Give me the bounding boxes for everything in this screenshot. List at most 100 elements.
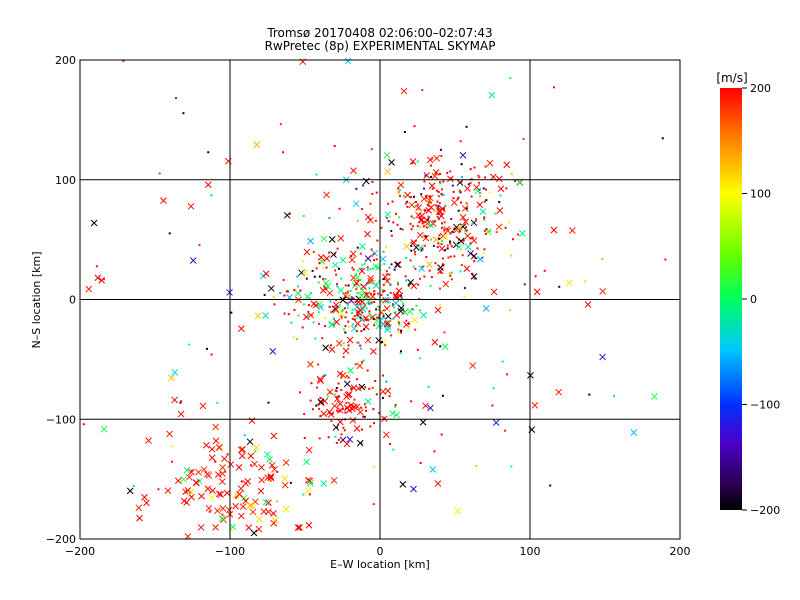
scatter-dot: [299, 391, 302, 394]
scatter-dot: [356, 330, 359, 333]
scatter-cross: [200, 466, 208, 473]
scatter-cross: [432, 236, 440, 243]
scatter-dot: [442, 207, 445, 210]
scatter-cross: [384, 312, 392, 320]
scatter-dot: [443, 331, 446, 334]
scatter-cross: [417, 216, 425, 224]
scatter-cross: [184, 533, 192, 540]
scatter-dot: [440, 188, 443, 191]
scatter-dot: [388, 266, 391, 269]
scatter-dot: [439, 345, 442, 348]
scatter-cross: [174, 477, 182, 485]
scatter-cross: [415, 204, 422, 212]
scatter-dot: [360, 267, 363, 270]
scatter-dot: [424, 209, 427, 212]
scatter-cross: [164, 487, 172, 495]
scatter-dot: [482, 187, 485, 190]
scatter-dot: [279, 292, 282, 295]
scatter-cross: [550, 226, 558, 234]
scatter-dot: [485, 228, 488, 231]
scatter-dot: [318, 407, 321, 410]
scatter-cross: [254, 312, 262, 320]
scatter-cross: [227, 461, 235, 468]
scatter-cross: [464, 232, 472, 240]
scatter-dot: [440, 154, 443, 157]
scatter-cross: [495, 223, 503, 231]
scatter-dot: [446, 247, 449, 250]
scatter-dot: [318, 322, 321, 325]
scatter-dot: [438, 207, 441, 210]
scatter-cross: [370, 347, 377, 355]
scatter-cross: [253, 444, 260, 452]
scatter-dot: [361, 310, 364, 313]
scatter-dot: [427, 215, 430, 218]
scatter-cross: [518, 229, 526, 237]
scatter-dot: [366, 318, 369, 321]
scatter-dot: [472, 236, 475, 239]
scatter-cross: [336, 400, 344, 408]
scatter-dot: [436, 246, 439, 249]
scatter-cross: [533, 288, 541, 296]
scatter-cross: [212, 523, 219, 531]
scatter-dot: [338, 207, 341, 210]
scatter-cross: [486, 159, 494, 167]
scatter-dot: [377, 292, 380, 295]
scatter-dot: [504, 429, 507, 432]
scatter-dot: [157, 488, 160, 491]
scatter-cross: [476, 201, 484, 209]
scatter-dot: [421, 89, 424, 92]
scatter-dot: [330, 311, 333, 314]
scatter-cross: [98, 277, 106, 284]
scatter-dot: [313, 275, 316, 278]
scatter-dot: [372, 465, 375, 468]
scatter-dot: [385, 380, 388, 383]
scatter-dot: [430, 157, 433, 160]
scatter-dot: [340, 389, 343, 392]
scatter-dot: [399, 350, 402, 353]
colorbar-tick-label: −200: [750, 504, 780, 517]
scatter-dot: [340, 316, 343, 319]
scatter-dot: [474, 218, 477, 221]
scatter-dot: [368, 387, 371, 390]
scatter-dot: [394, 405, 397, 408]
scatter-dot: [328, 305, 331, 308]
scatter-dot: [369, 202, 372, 205]
scatter-cross: [555, 388, 563, 396]
scatter-cross: [342, 347, 350, 355]
scatter-dot: [372, 293, 375, 296]
scatter-dot: [388, 273, 391, 276]
scatter-dot: [355, 288, 358, 291]
scatter-cross: [90, 219, 98, 227]
scatter-dot: [210, 194, 213, 197]
scatter-dot: [356, 314, 359, 317]
scatter-cross: [416, 231, 424, 239]
scatter-cross: [470, 252, 478, 260]
scatter-cross: [359, 305, 367, 313]
scatter-dot: [269, 480, 272, 483]
scatter-dot: [307, 310, 310, 313]
scatter-dot: [402, 194, 405, 197]
scatter-cross: [208, 494, 216, 502]
scatter-dot: [297, 285, 300, 288]
scatter-cross: [461, 205, 469, 212]
scatter-dot: [415, 304, 418, 307]
scatter-dot: [523, 283, 526, 286]
scatter-dot: [319, 396, 322, 399]
scatter-dot: [427, 199, 430, 202]
scatter-dot: [412, 265, 415, 268]
scatter-dot: [380, 294, 383, 297]
scatter-cross: [219, 478, 226, 485]
scatter-cross: [322, 344, 330, 352]
scatter-dot: [381, 374, 384, 377]
scatter-dot: [499, 194, 502, 197]
scatter-dot: [336, 285, 339, 288]
scatter-cross: [143, 499, 150, 507]
scatter-dot: [419, 277, 422, 280]
scatter-dot: [288, 212, 291, 215]
scatter-dot: [390, 263, 393, 266]
scatter-cross: [353, 425, 361, 432]
scatter-dot: [369, 282, 372, 285]
scatter-dot: [440, 214, 443, 217]
scatter-dot: [364, 284, 367, 287]
